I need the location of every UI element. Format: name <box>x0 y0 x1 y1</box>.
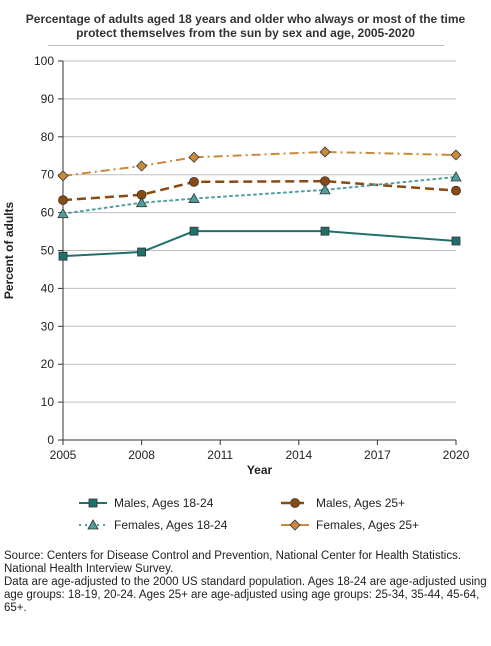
legend-item-females-25plus: Females, Ages 25+ <box>280 518 419 532</box>
data-point <box>189 226 199 236</box>
y-tick-label: 30 <box>41 319 55 333</box>
legend-label: Females, Ages 18-24 <box>114 518 228 532</box>
y-tick-label: 60 <box>41 206 55 220</box>
data-point <box>450 171 462 182</box>
methodology-note: Data are age-adjusted to the 2000 US sta… <box>4 576 487 614</box>
legend-swatch <box>281 498 309 508</box>
x-tick-label: 2008 <box>128 448 155 462</box>
y-tick-label: 90 <box>41 92 55 106</box>
legend-item-males-25plus: Males, Ages 25+ <box>280 496 405 510</box>
x-tick-label: 2005 <box>50 448 77 462</box>
data-point <box>451 185 461 196</box>
data-point <box>450 149 462 161</box>
legend-label: Males, Ages 25+ <box>316 496 406 510</box>
data-point <box>188 151 200 163</box>
data-point <box>320 226 330 236</box>
data-point <box>57 170 69 182</box>
legend-marker <box>289 519 301 531</box>
legend-marker <box>88 498 98 508</box>
legend-label: Females, Ages 25+ <box>316 518 420 532</box>
data-point <box>137 247 147 257</box>
chart-title: Percentage of adults aged 18 years and o… <box>25 12 466 40</box>
legend-item-males-18-24: Males, Ages 18-24 <box>78 496 213 510</box>
legend-swatch <box>281 519 309 531</box>
x-axis-label: Year <box>247 463 273 477</box>
data-point <box>319 184 331 195</box>
data-point <box>451 236 461 246</box>
data-point <box>57 207 69 219</box>
data-point <box>135 196 148 208</box>
data-point <box>319 146 331 158</box>
data-point <box>136 160 148 172</box>
legend-swatch <box>79 519 107 530</box>
data-point <box>189 177 199 187</box>
data-point <box>188 192 200 203</box>
title-divider <box>48 45 444 46</box>
y-tick-label: 40 <box>41 281 55 295</box>
y-tick-label: 10 <box>41 395 55 409</box>
line-chart: 0 10 20 30 40 50 60 70 80 90 100 2005 2008 2011 2014 20… <box>2 54 470 477</box>
y-tick-label: 50 <box>41 244 55 258</box>
x-tick-label: 2011 <box>207 448 233 462</box>
legend-swatch <box>79 498 107 508</box>
source-note: Source: Centers for Disease Control and … <box>4 550 488 615</box>
x-tick-label: 2014 <box>285 448 312 462</box>
x-tick-label: 2020 <box>443 448 470 462</box>
y-tick-label: 70 <box>41 168 55 182</box>
source-line: Source: Centers for Disease Control and … <box>4 550 462 575</box>
legend-marker <box>290 498 300 508</box>
x-tick-label: 2017 <box>364 448 391 462</box>
series-line-3 <box>62 150 457 177</box>
y-tick-label: 100 <box>34 54 54 68</box>
y-axis-label: Percent of adults <box>2 202 16 300</box>
legend-marker <box>87 519 99 530</box>
data-point <box>58 251 68 261</box>
y-tick-label: 80 <box>41 130 55 144</box>
legend-label: Males, Ages 18-24 <box>114 496 214 510</box>
data-point <box>58 195 68 205</box>
y-tick-label: 20 <box>41 357 55 371</box>
legend-item-females-18-24: Females, Ages 18-24 <box>78 518 227 532</box>
y-tick-label: 0 <box>47 433 54 447</box>
